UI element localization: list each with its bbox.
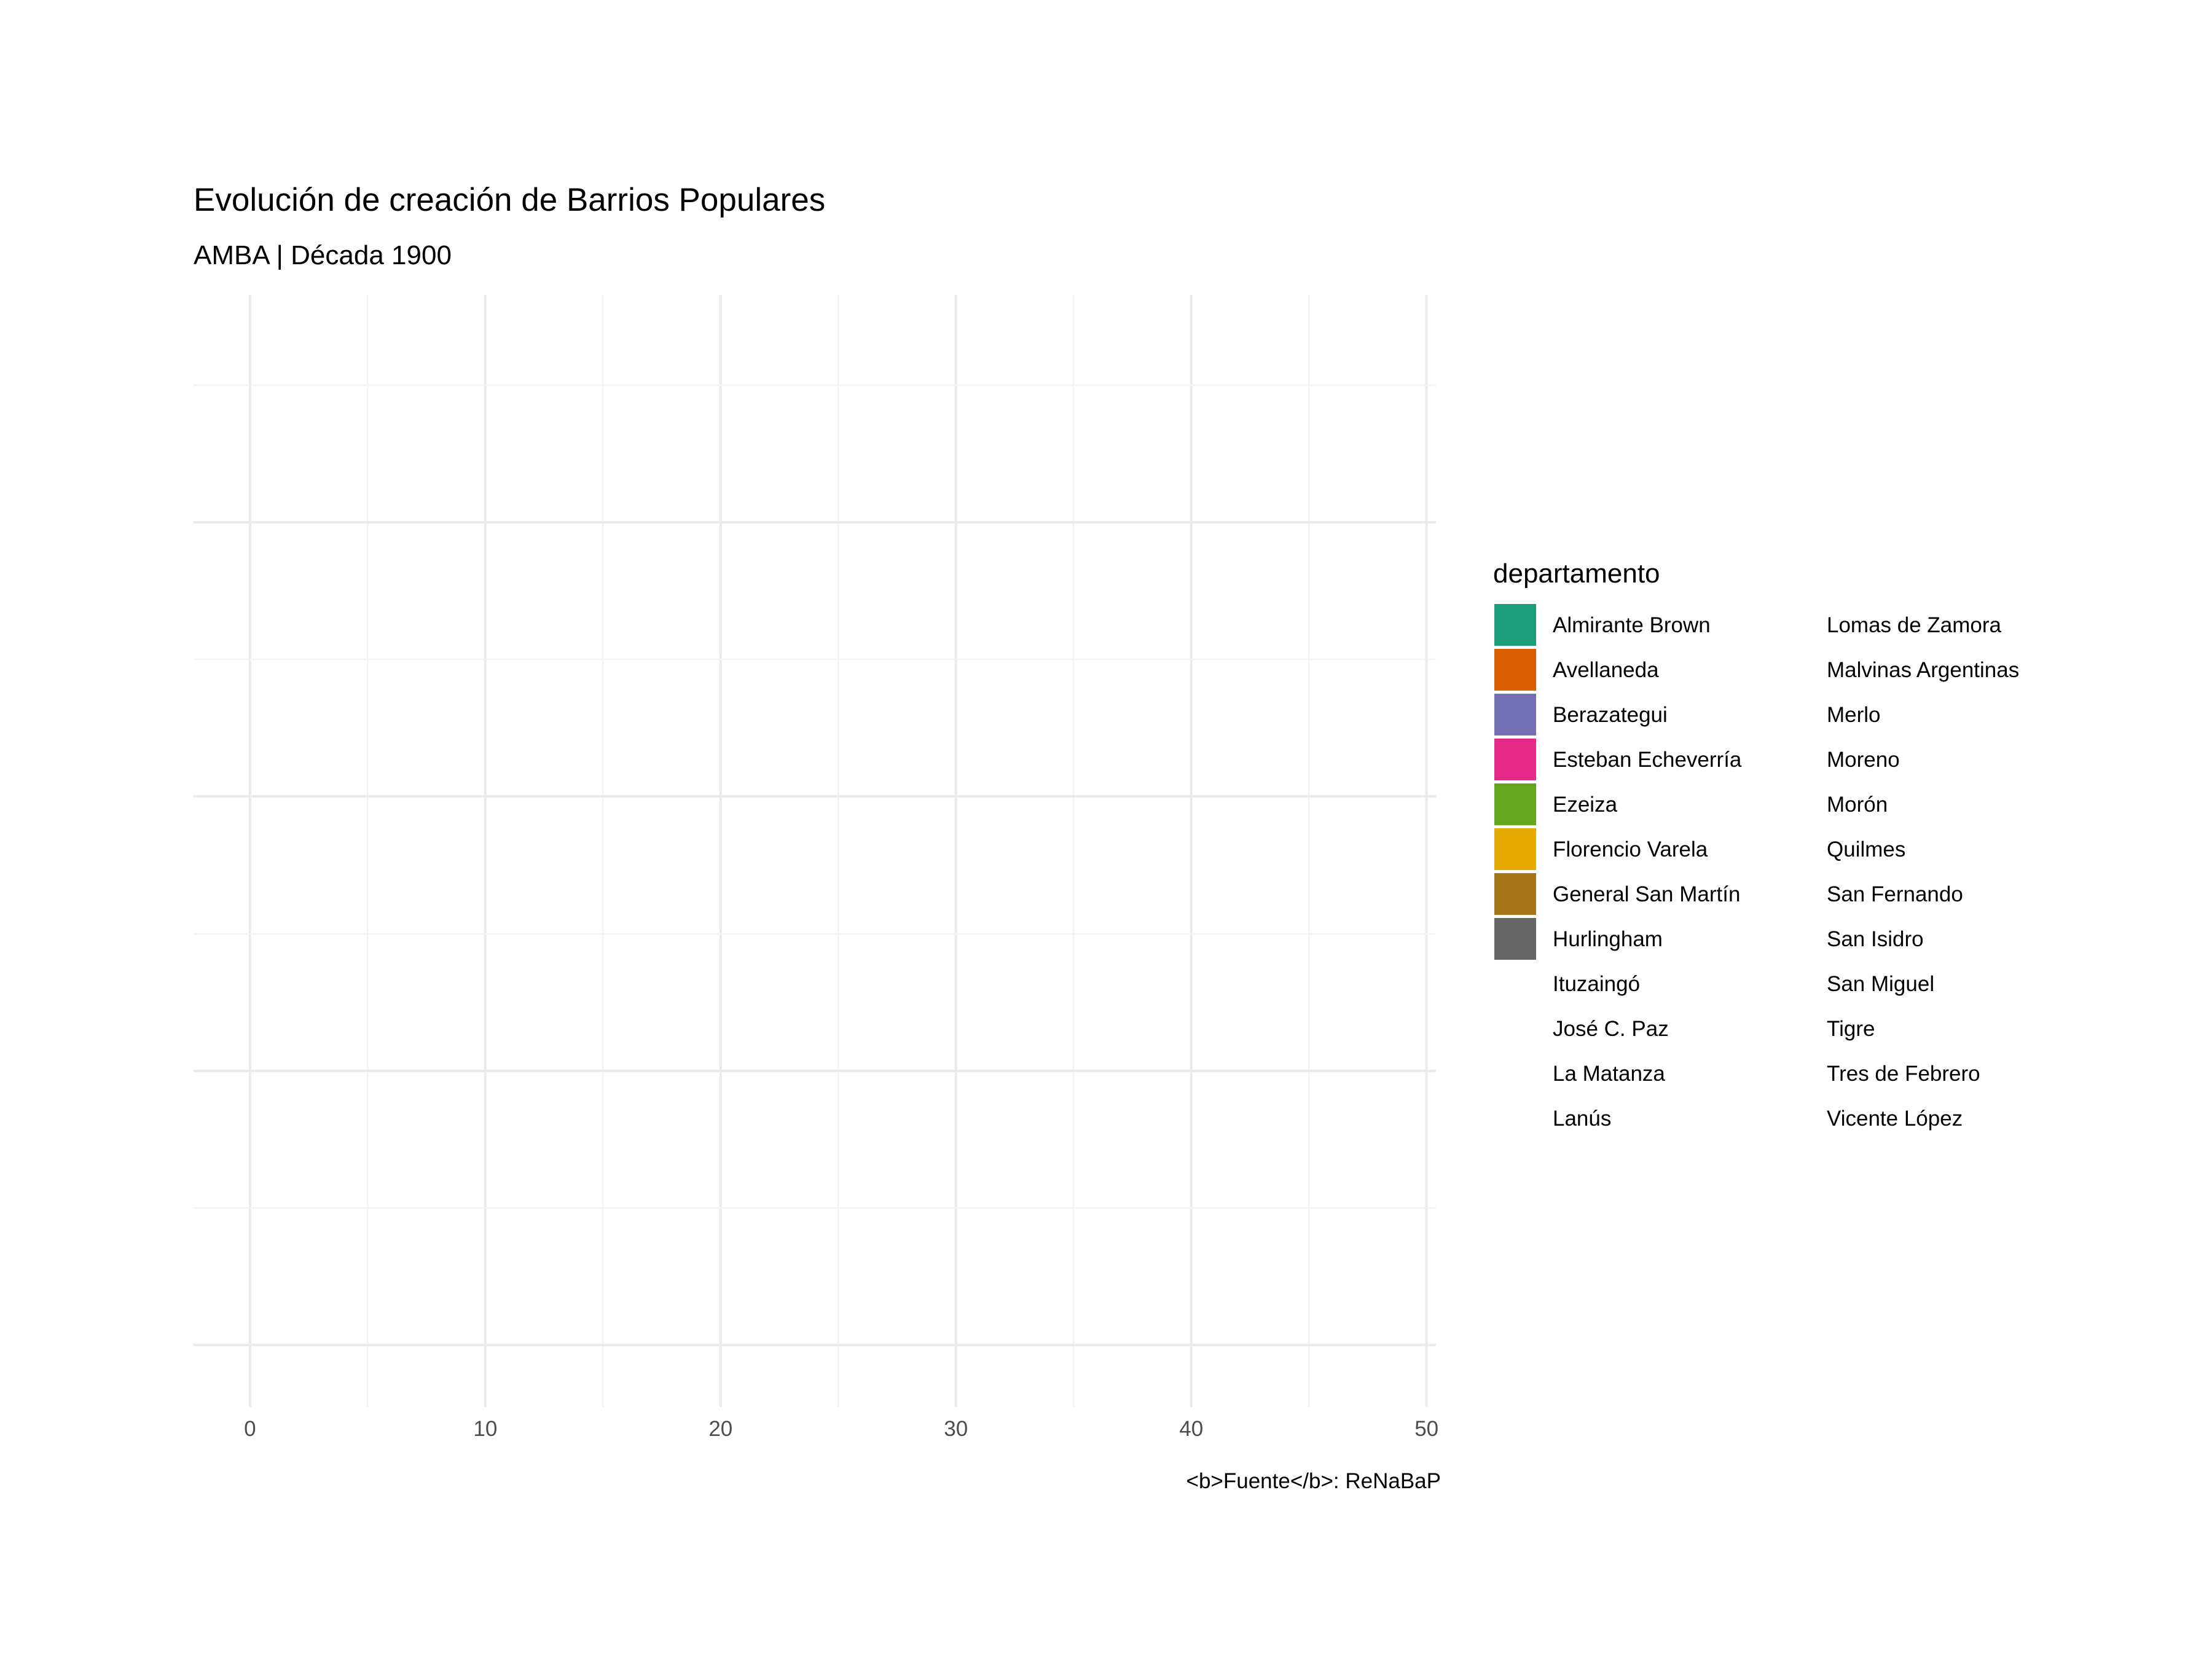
legend-label: General San Martín xyxy=(1553,882,1740,906)
legend-label: Vicente López xyxy=(1827,1107,1963,1131)
x-tick-label: 30 xyxy=(944,1417,968,1441)
chart-caption: <b>Fuente</b>: ReNaBaP xyxy=(1186,1469,1441,1493)
legend-label: Almirante Brown xyxy=(1553,613,1711,637)
x-axis-ticks: 0 10 20 30 40 50 xyxy=(244,1417,1438,1441)
legend-label: Ezeiza xyxy=(1553,793,1618,817)
legend-title: departamento xyxy=(1493,559,1660,589)
legend-key xyxy=(1494,604,1536,646)
legend-label: Florencio Varela xyxy=(1553,837,1708,861)
legend-label: José C. Paz xyxy=(1553,1017,1669,1041)
x-tick-label: 40 xyxy=(1179,1417,1203,1441)
legend-label: Berazategui xyxy=(1553,703,1668,727)
legend-label: San Fernando xyxy=(1827,882,1963,906)
x-tick-label: 0 xyxy=(244,1417,256,1441)
x-tick-label: 20 xyxy=(708,1417,732,1441)
legend-label: La Matanza xyxy=(1553,1062,1665,1086)
plot-grid xyxy=(194,295,1436,1407)
legend-label: Esteban Echeverría xyxy=(1553,748,1742,772)
legend-label: San Isidro xyxy=(1827,927,1924,951)
legend-label: Quilmes xyxy=(1827,837,1905,861)
legend-label: Ituzaingó xyxy=(1553,972,1640,996)
legend-label: Moreno xyxy=(1827,748,1900,772)
legend-label: Merlo xyxy=(1827,703,1881,727)
legend-label: Tigre xyxy=(1827,1017,1875,1041)
legend: departamento Almirante Brown Avellaneda Be… xyxy=(1493,559,2019,1131)
x-tick-label: 10 xyxy=(473,1417,497,1441)
legend-label: San Miguel xyxy=(1827,972,1934,996)
legend-key xyxy=(1494,694,1536,735)
legend-key xyxy=(1494,739,1536,780)
legend-label: Lanús xyxy=(1553,1107,1611,1131)
legend-label: Malvinas Argentinas xyxy=(1827,658,2019,682)
chart-title: Evolución de creación de Barrios Popular… xyxy=(194,182,825,218)
legend-key xyxy=(1494,783,1536,825)
legend-label: Hurlingham xyxy=(1553,927,1663,951)
legend-key xyxy=(1494,649,1536,691)
legend-label: Lomas de Zamora xyxy=(1827,613,2002,637)
legend-key xyxy=(1494,918,1536,960)
x-tick-label: 50 xyxy=(1414,1417,1438,1441)
legend-key xyxy=(1494,873,1536,915)
chart-subtitle: AMBA | Década 1900 xyxy=(194,240,452,270)
legend-label: Avellaneda xyxy=(1553,658,1659,682)
legend-label: Morón xyxy=(1827,793,1888,817)
legend-label: Tres de Febrero xyxy=(1827,1062,1980,1086)
legend-key xyxy=(1494,828,1536,870)
